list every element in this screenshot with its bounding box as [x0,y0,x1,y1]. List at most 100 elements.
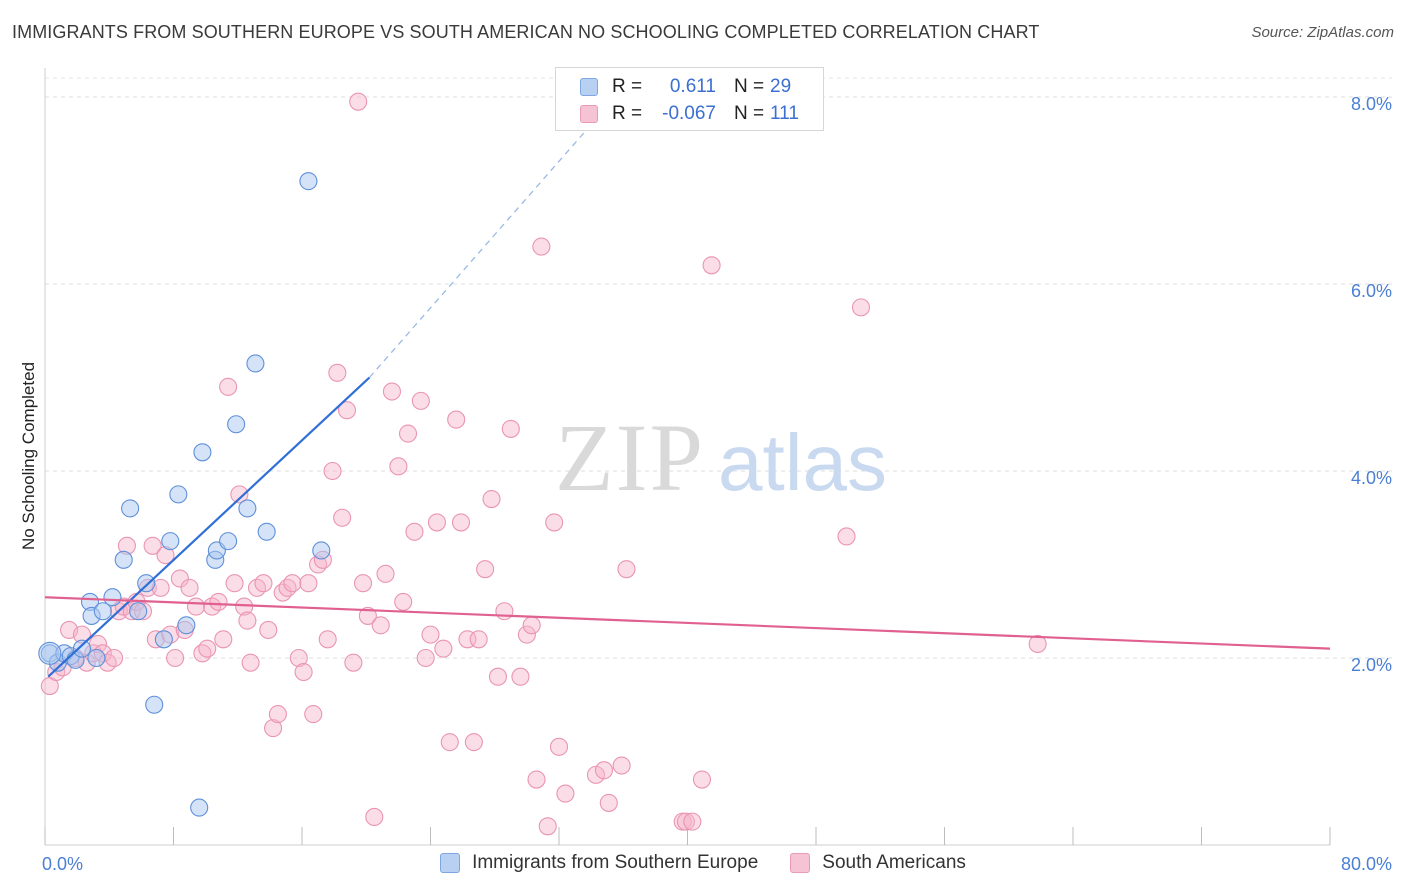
y-axis-label: No Schooling Completed [19,362,38,550]
data-point-southern-europe [145,695,164,714]
data-point-south-americans [495,602,514,621]
tick-labels: 2.0% 4.0% 6.0% 8.0% 0.0% 80.0% [42,94,1392,874]
legend-r-label: R = [612,103,643,124]
data-point-south-americans [538,817,557,836]
trend-line-south-americans [44,596,1331,650]
data-point-southern-europe [129,602,148,621]
data-point-south-americans [365,807,384,827]
data-point-south-americans [333,508,352,527]
data-point-south-americans [209,592,228,611]
legend-swatch-pink [790,853,811,873]
legend-r-label: R = [612,76,643,97]
legend-swatch-blue [440,853,461,873]
legend-item-southern-europe[interactable]: Immigrants from Southern Europe [440,852,758,874]
data-point-south-americans [398,424,418,443]
south-americans-points [40,92,1047,836]
legend-row-blue: R = 0.611 N = 29 [580,74,791,100]
data-point-south-americans [382,382,402,401]
data-point-southern-europe [72,639,91,658]
legend-r-value: -0.067 [662,103,716,124]
watermark-atlas: atlas [718,418,887,507]
data-point-southern-europe [114,550,133,569]
data-point-south-americans [371,616,390,635]
legend-n-label: N = [734,76,765,97]
source-label: Source: ZipAtlas.com [1251,24,1394,41]
data-point-south-americans [405,522,424,541]
data-point-south-americans [427,513,446,532]
data-point-south-americans [376,564,395,583]
data-point-south-americans [358,606,377,625]
data-point-south-americans [230,485,249,504]
data-point-southern-europe [93,602,112,621]
grid-lines [45,77,1392,659]
data-point-south-americans [203,597,222,616]
data-point-southern-europe [38,641,62,665]
data-point-southern-europe [238,499,257,518]
data-point-south-americans [702,256,721,275]
data-point-southern-europe [190,798,209,817]
data-point-south-americans [617,560,636,579]
data-point-southern-europe [219,532,238,551]
data-point-south-americans [517,625,536,644]
data-point-south-americans [549,737,569,756]
data-point-south-americans [186,597,206,616]
data-point-south-americans [501,419,520,438]
data-point-southern-europe [227,415,246,434]
data-point-south-americans [289,648,308,668]
data-point-south-americans [225,574,244,593]
data-point-south-americans [170,569,189,588]
data-point-south-americans [180,578,199,597]
data-point-south-americans [411,391,430,410]
data-point-south-americans [545,513,564,532]
data-point-south-americans [238,611,257,630]
legend-r-value: 0.611 [669,76,716,97]
data-point-south-americans [219,377,238,396]
data-point-south-americans [434,639,453,658]
y-tick-label: 4.0% [1351,468,1392,488]
data-point-south-americans [323,461,342,481]
data-point-south-americans [259,620,278,640]
data-point-south-americans [482,489,501,509]
data-point-south-americans [556,784,575,803]
legend-item-south-americans[interactable]: South Americans [790,852,966,874]
data-point-south-americans [837,527,856,546]
x-tick-label: 80.0% [1341,854,1392,874]
data-point-south-americans [394,592,413,611]
data-point-south-americans [447,410,466,429]
data-point-south-americans [337,401,357,420]
data-point-south-americans [328,363,347,382]
data-point-southern-europe [299,172,318,191]
legend-row-pink: R = -0.067 N = 111 [580,101,799,127]
data-point-south-americans [532,237,551,256]
series-legend: Immigrants from Southern Europe South Am… [0,852,1406,874]
data-point-south-americans [254,574,273,593]
data-point-southern-europe [312,541,331,560]
data-point-south-americans [241,653,260,672]
chart-title: IMMIGRANTS FROM SOUTHERN EUROPE VS SOUTH… [12,22,1040,42]
data-point-south-americans [683,812,702,831]
data-point-south-americans [511,667,530,686]
correlation-legend: R = 0.611 N = 29 R = -0.067 N = 111 [555,67,824,131]
data-point-south-americans [851,298,871,317]
data-point-south-americans [349,92,368,111]
data-point-southern-europe [154,630,173,649]
data-point-south-americans [522,616,541,635]
y-tick-label: 6.0% [1351,281,1392,301]
data-point-south-americans [421,625,440,644]
data-point-south-americans [318,630,337,649]
data-point-south-americans [676,812,695,831]
data-point-south-americans [469,630,488,649]
data-point-south-americans [599,793,618,812]
data-point-south-americans [105,648,124,668]
data-point-south-americans [143,536,162,555]
data-point-south-americans [198,639,217,658]
data-point-south-americans [527,770,546,789]
data-point-south-americans [612,756,631,775]
legend-n-value: 29 [770,76,792,97]
data-point-southern-europe [87,648,106,668]
legend-label-south-americans: South Americans [822,852,966,873]
data-point-south-americans [268,705,287,724]
watermark-zip: ZIP [555,404,705,511]
data-point-south-americans [344,653,363,672]
trend-line-southern-europe-extension [368,105,608,378]
